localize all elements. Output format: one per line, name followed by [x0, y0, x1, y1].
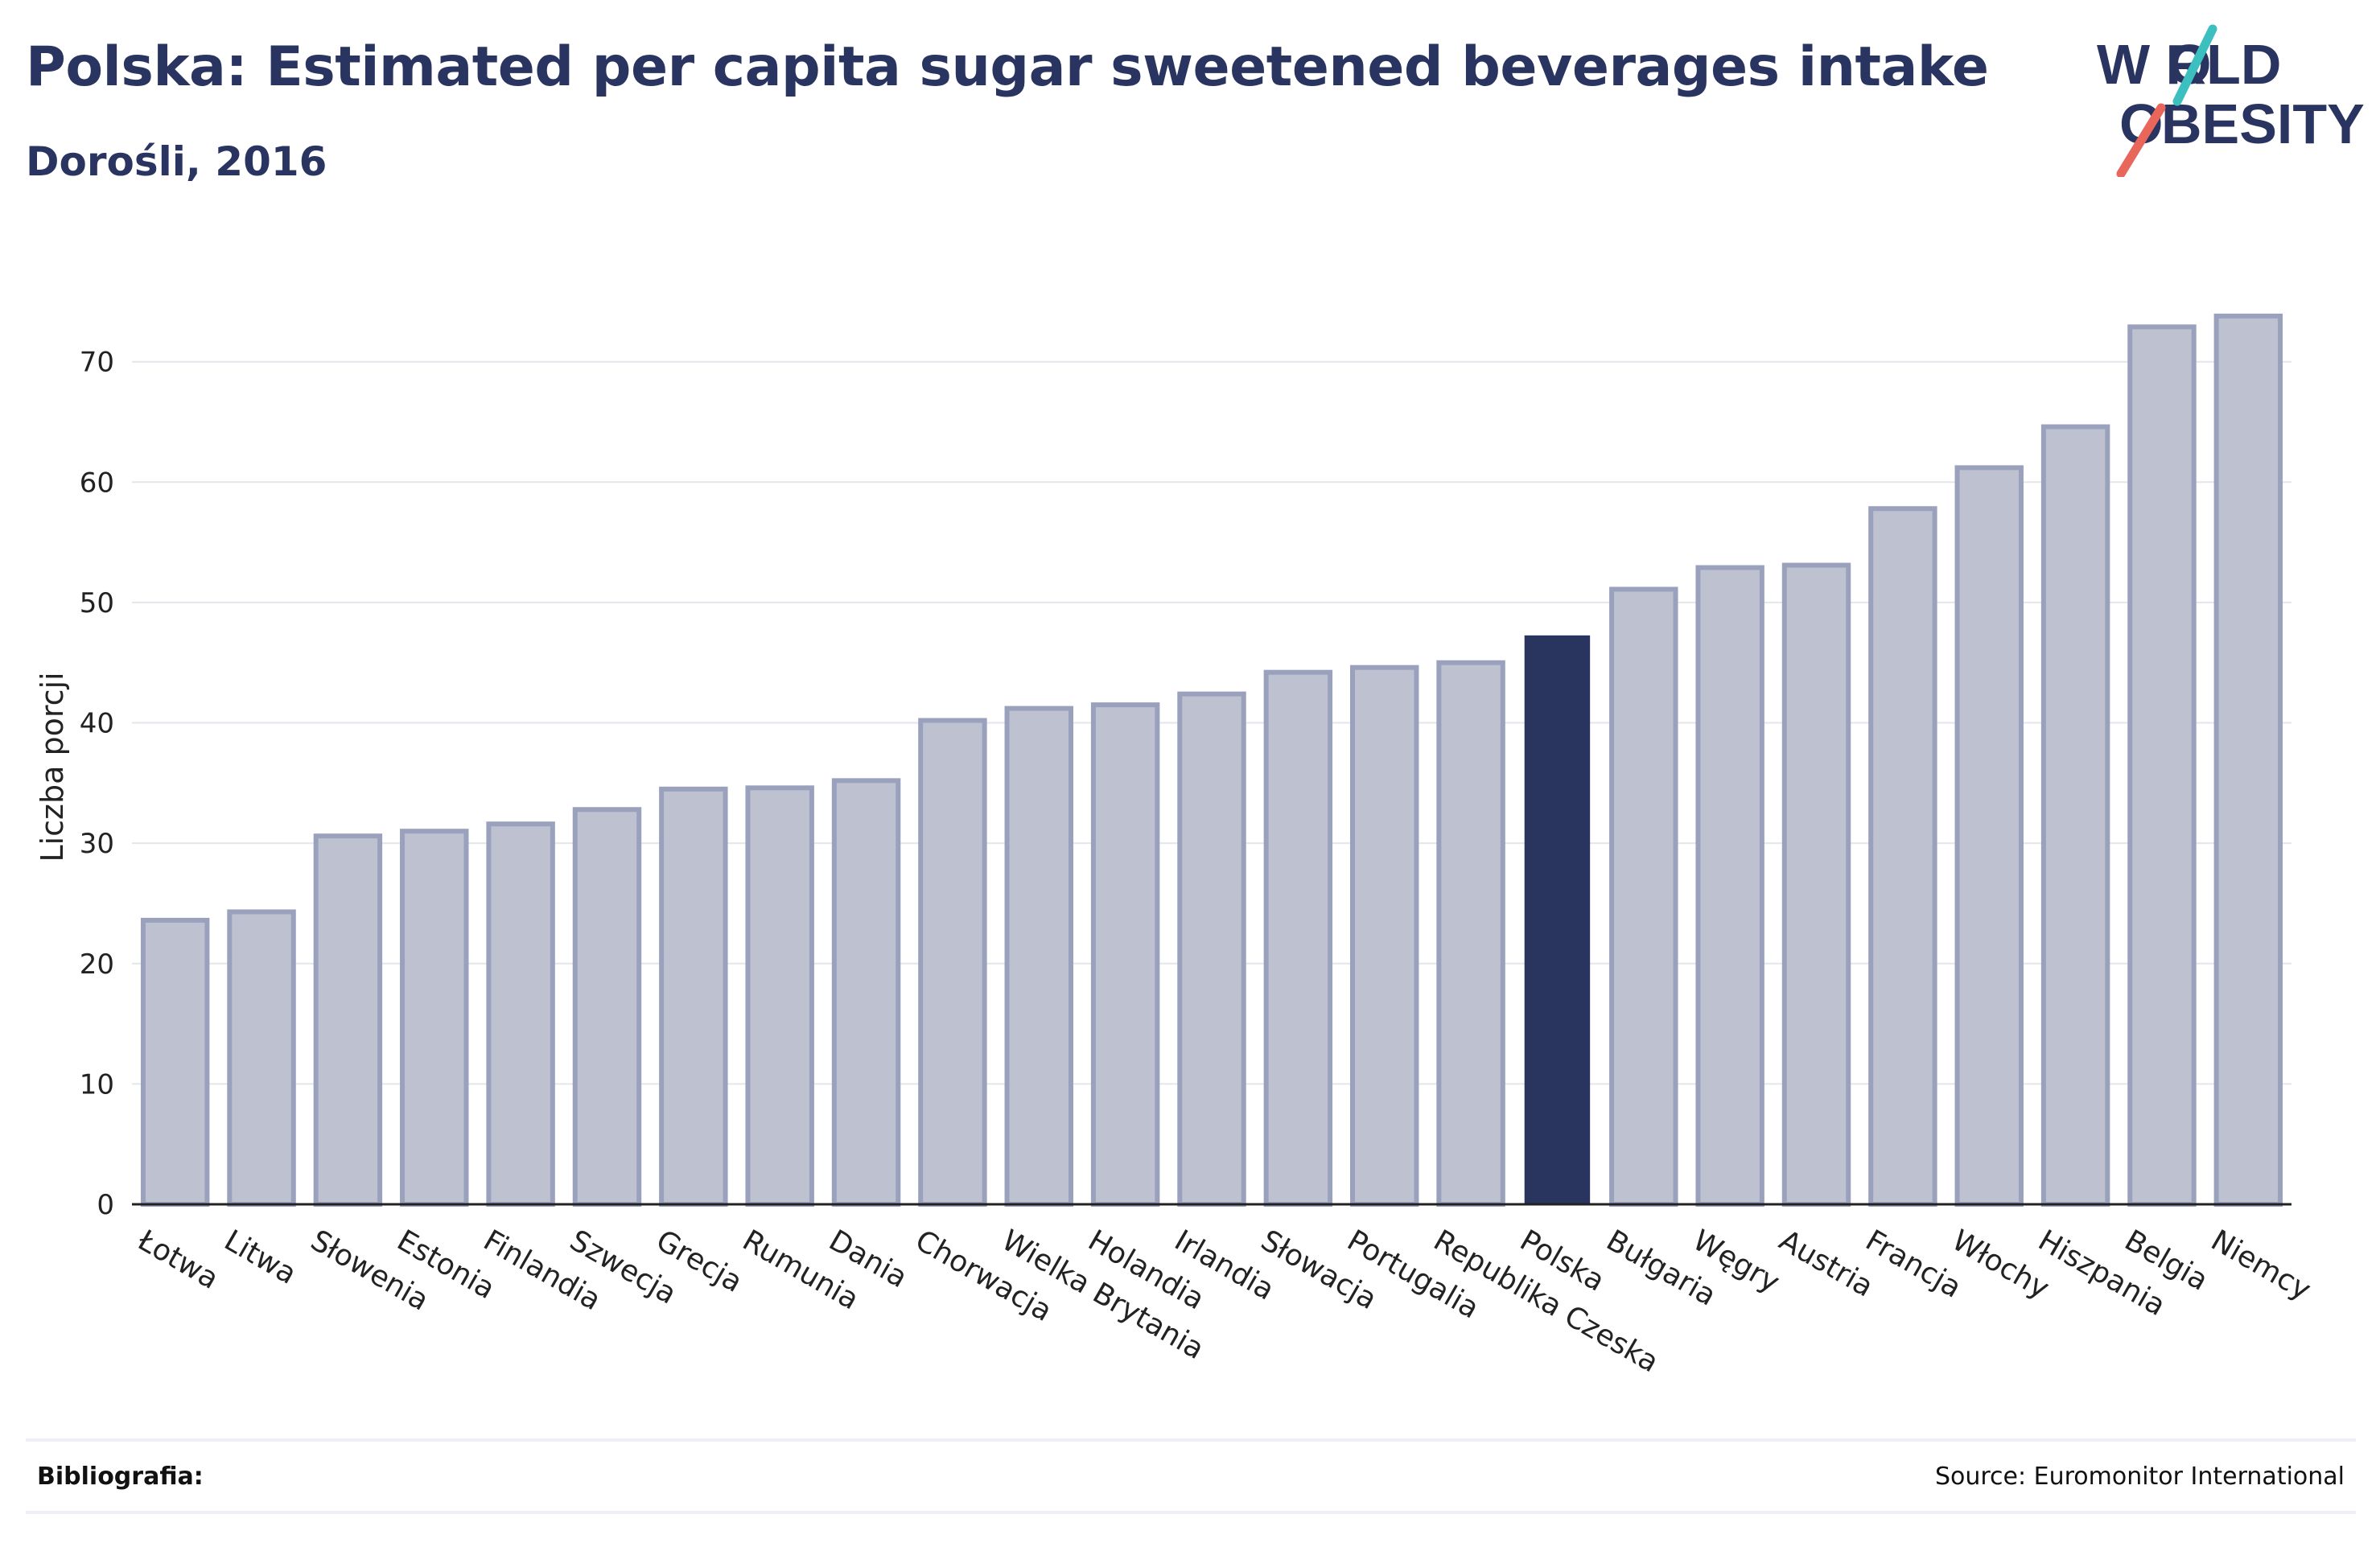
bar	[1436, 660, 1505, 1207]
bar	[572, 807, 642, 1207]
chart-title: Polska: Estimated per capita sugar sweet…	[26, 35, 1989, 99]
bar	[313, 833, 383, 1207]
y-tick-label: 40	[80, 708, 114, 740]
bar	[227, 909, 296, 1207]
bar	[1263, 669, 1333, 1207]
bar	[140, 917, 210, 1208]
logo-line-2: BESITY	[2161, 93, 2365, 155]
x-tick-label: Niemcy	[2205, 1224, 2316, 1306]
y-tick-label: 50	[80, 587, 114, 619]
bar	[745, 785, 814, 1207]
bar	[2040, 424, 2110, 1207]
bar	[1349, 664, 1419, 1207]
bar-highlight	[1524, 635, 1591, 1205]
chart-subtitle: Dorośli, 2016	[26, 138, 327, 185]
x-tick-label: Włochy	[1946, 1224, 2055, 1305]
x-tick-label: Austria	[1773, 1224, 1879, 1303]
bar	[918, 718, 987, 1207]
bar	[1695, 565, 1764, 1207]
y-axis-label: Liczba porcji	[35, 672, 70, 862]
bibliography-label: Bibliografia:	[37, 1463, 204, 1491]
y-tick-label: 0	[97, 1189, 114, 1221]
logo-slash-teal	[2172, 24, 2217, 106]
source-note: Source: Euromonitor International	[1934, 1463, 2345, 1491]
bar	[2127, 324, 2197, 1207]
x-tick-label: Francja	[1860, 1224, 1967, 1304]
bar	[1090, 702, 1160, 1207]
y-tick-label: 20	[80, 948, 114, 981]
footer: Bibliografia: Source: Euromonitor Intern…	[26, 1438, 2356, 1514]
bar	[831, 778, 901, 1207]
logo-slash-red	[2116, 103, 2166, 177]
bar	[1954, 465, 2024, 1207]
bar	[1177, 691, 1246, 1207]
x-tick-label: Łotwa	[132, 1224, 224, 1296]
bar	[2213, 313, 2283, 1207]
world-obesity-logo: W RLD BESITY O O	[2097, 24, 2365, 177]
bar	[659, 786, 728, 1207]
bar	[1868, 506, 1937, 1207]
bar	[1781, 562, 1851, 1207]
x-tick-label: Litwa	[219, 1224, 302, 1290]
y-tick-label: 60	[80, 467, 114, 499]
y-tick-label: 70	[80, 347, 114, 379]
bar	[1004, 706, 1074, 1207]
y-tick-label: 30	[80, 828, 114, 860]
y-tick-label: 10	[80, 1068, 114, 1101]
bar	[1609, 586, 1678, 1207]
bar	[486, 821, 555, 1207]
bar	[400, 829, 469, 1207]
